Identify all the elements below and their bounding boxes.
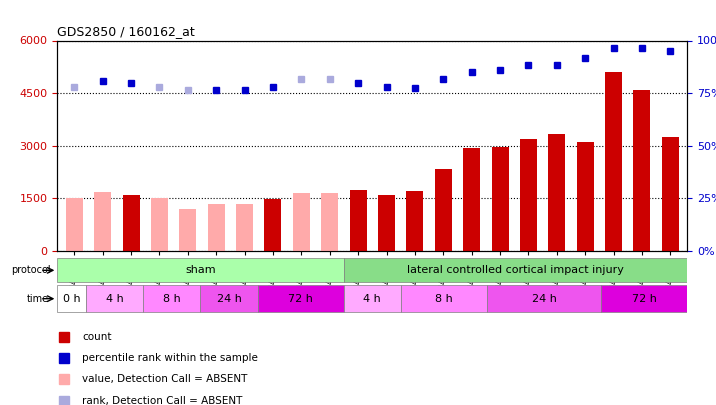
Bar	[378, 195, 395, 251]
Bar	[486, 40, 514, 251]
Bar	[344, 40, 372, 251]
Text: value, Detection Call = ABSENT: value, Detection Call = ABSENT	[82, 375, 248, 384]
Bar	[548, 134, 566, 251]
FancyBboxPatch shape	[401, 285, 487, 312]
Bar	[89, 40, 117, 251]
Bar	[429, 40, 458, 251]
Bar	[258, 40, 287, 251]
FancyBboxPatch shape	[86, 285, 143, 312]
Text: 4 h: 4 h	[106, 294, 123, 304]
Text: 72 h: 72 h	[289, 294, 313, 304]
Bar	[628, 40, 656, 251]
FancyBboxPatch shape	[487, 285, 601, 312]
Bar	[122, 195, 140, 251]
Bar	[349, 190, 367, 251]
Bar	[543, 40, 571, 251]
Bar	[117, 40, 145, 251]
Bar	[174, 40, 202, 251]
Bar	[145, 40, 174, 251]
Bar	[656, 40, 684, 251]
FancyBboxPatch shape	[57, 258, 344, 282]
Bar	[662, 137, 679, 251]
FancyBboxPatch shape	[57, 285, 86, 312]
Text: 4 h: 4 h	[364, 294, 381, 304]
Bar	[407, 192, 423, 251]
Bar	[231, 40, 258, 251]
Text: 24 h: 24 h	[217, 294, 241, 304]
Bar	[401, 40, 429, 251]
Bar	[599, 40, 628, 251]
Bar	[95, 192, 111, 251]
Text: 0 h: 0 h	[63, 294, 80, 304]
Text: 72 h: 72 h	[632, 294, 657, 304]
Bar	[458, 40, 486, 251]
Bar	[463, 147, 480, 251]
Text: protocol: protocol	[11, 265, 51, 275]
Bar	[321, 193, 338, 251]
Text: rank, Detection Call = ABSENT: rank, Detection Call = ABSENT	[82, 396, 243, 405]
Text: 8 h: 8 h	[163, 294, 180, 304]
Bar	[66, 198, 83, 251]
Bar	[202, 40, 231, 251]
Bar	[293, 193, 310, 251]
Bar	[316, 40, 344, 251]
Bar	[514, 40, 543, 251]
FancyBboxPatch shape	[344, 258, 687, 282]
Bar	[576, 142, 594, 251]
FancyBboxPatch shape	[143, 285, 200, 312]
Text: sham: sham	[185, 265, 216, 275]
Bar	[634, 90, 650, 251]
Bar	[571, 40, 599, 251]
Bar	[60, 40, 89, 251]
Bar	[605, 72, 622, 251]
Text: 24 h: 24 h	[532, 294, 556, 304]
Bar	[287, 40, 316, 251]
Text: lateral controlled cortical impact injury: lateral controlled cortical impact injur…	[407, 265, 624, 275]
Text: GDS2850 / 160162_at: GDS2850 / 160162_at	[57, 25, 195, 38]
Bar	[435, 168, 452, 251]
FancyBboxPatch shape	[601, 285, 687, 312]
Bar	[520, 139, 537, 251]
Text: time: time	[26, 294, 49, 304]
FancyBboxPatch shape	[258, 285, 344, 312]
Bar	[372, 40, 401, 251]
Bar	[151, 198, 168, 251]
Bar	[236, 204, 253, 251]
Text: count: count	[82, 332, 112, 342]
Bar	[264, 199, 281, 251]
Bar	[491, 147, 508, 251]
Text: percentile rank within the sample: percentile rank within the sample	[82, 353, 258, 363]
Bar	[208, 204, 225, 251]
Bar	[179, 209, 196, 251]
Text: 8 h: 8 h	[435, 294, 453, 304]
FancyBboxPatch shape	[200, 285, 258, 312]
FancyBboxPatch shape	[344, 285, 401, 312]
